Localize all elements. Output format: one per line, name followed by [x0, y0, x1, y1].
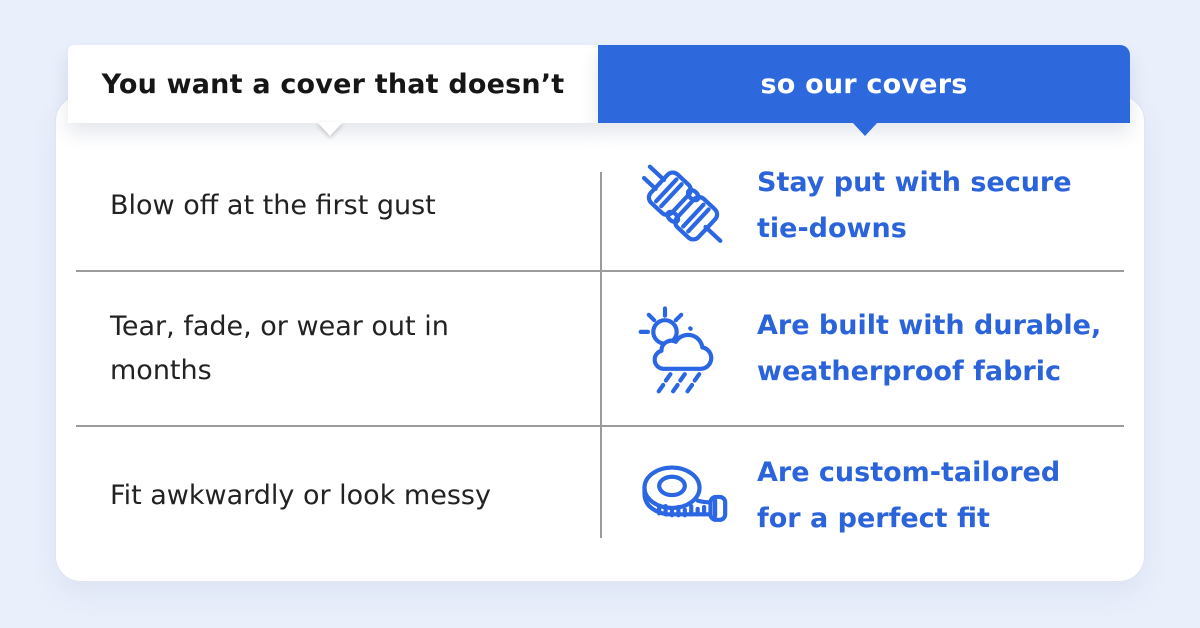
solution-line: Stay put with secure: [757, 167, 1072, 198]
header-tab-solutions-label: so our covers: [760, 68, 968, 100]
solution-line: Are custom-tailored: [757, 457, 1061, 488]
solution-line: Are built with durable,: [757, 310, 1102, 341]
column-divider: [600, 172, 602, 538]
problem-line: months: [110, 355, 212, 386]
problem-line: Blow off at the first gust: [110, 190, 436, 221]
problem-text: Fit awkwardly or look messy: [110, 474, 578, 518]
problem-text: Blow off at the first gust: [110, 184, 578, 228]
header-tab-problems-label: You want a cover that doesn’t: [101, 68, 565, 100]
header-tab-problems: You want a cover that doesn’t: [68, 45, 598, 123]
solution-line: weatherproof fabric: [757, 356, 1061, 387]
table-row: Fit awkwardly or look messy: [0, 426, 1200, 566]
rain-cloud-icon: [633, 304, 733, 394]
solution-line: tie-downs: [757, 213, 907, 244]
problem-text: Tear, fade, or wear out in months: [110, 305, 578, 393]
solution-text: Stay put with secure tie-downs: [757, 160, 1127, 252]
tab-pointer-left: [317, 122, 343, 136]
solution-line: for a perfect fit: [757, 503, 990, 534]
problem-line: Fit awkwardly or look messy: [110, 480, 491, 511]
table-row: Blow off at the first gust: [0, 140, 1200, 272]
tab-pointer-right: [852, 122, 878, 136]
solution-text: Are custom-tailored for a perfect fit: [757, 450, 1127, 542]
table-row: Tear, fade, or wear out in months: [0, 272, 1200, 426]
tie-down-buckle-icon: [633, 162, 733, 250]
problem-line: Tear, fade, or wear out in: [110, 311, 449, 342]
header-tab-solutions: so our covers: [598, 45, 1130, 123]
solution-text: Are built with durable, weatherproof fab…: [757, 303, 1127, 395]
measuring-tape-icon: [633, 463, 733, 529]
